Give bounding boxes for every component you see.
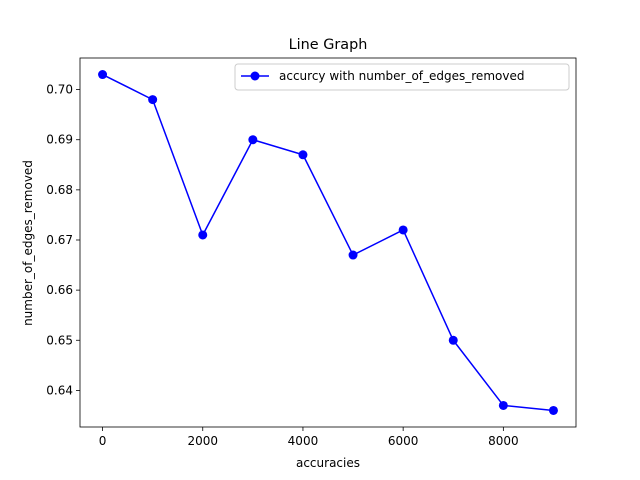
legend-marker-sample — [250, 71, 260, 81]
legend: accurcy with number_of_edges_removed — [234, 63, 570, 91]
y-tick-label: 0.68 — [46, 183, 73, 197]
y-tick-label: 0.64 — [46, 383, 73, 397]
plot-frame — [79, 57, 577, 428]
y-tick-label: 0.66 — [46, 283, 73, 297]
x-tick-label: 2000 — [187, 434, 218, 448]
x-tick-label: 6000 — [388, 434, 419, 448]
data-point — [498, 400, 508, 410]
y-tick-label: 0.70 — [46, 83, 73, 97]
y-axis-label: number_of_edges_removed — [21, 160, 35, 326]
data-point — [298, 150, 308, 160]
x-tick-label: 8000 — [488, 434, 519, 448]
data-point — [398, 225, 408, 235]
legend-box — [234, 63, 570, 91]
data-point — [248, 135, 258, 145]
x-tick-label: 4000 — [288, 434, 319, 448]
data-point — [448, 335, 458, 345]
data-point — [98, 70, 108, 80]
chart-title: Line Graph — [289, 37, 368, 53]
y-tick-label: 0.69 — [46, 133, 73, 147]
data-point — [198, 230, 208, 240]
data-point — [148, 95, 158, 105]
y-tick-label: 0.65 — [46, 333, 73, 347]
data-point — [548, 405, 558, 415]
x-axis-label: accuracies — [296, 456, 360, 470]
data-point — [348, 250, 358, 260]
legend-entry-label: accurcy with number_of_edges_removed — [279, 69, 524, 83]
series-line — [102, 73, 554, 412]
y-tick-label: 0.67 — [46, 233, 73, 247]
x-tick-label: 0 — [99, 434, 107, 448]
